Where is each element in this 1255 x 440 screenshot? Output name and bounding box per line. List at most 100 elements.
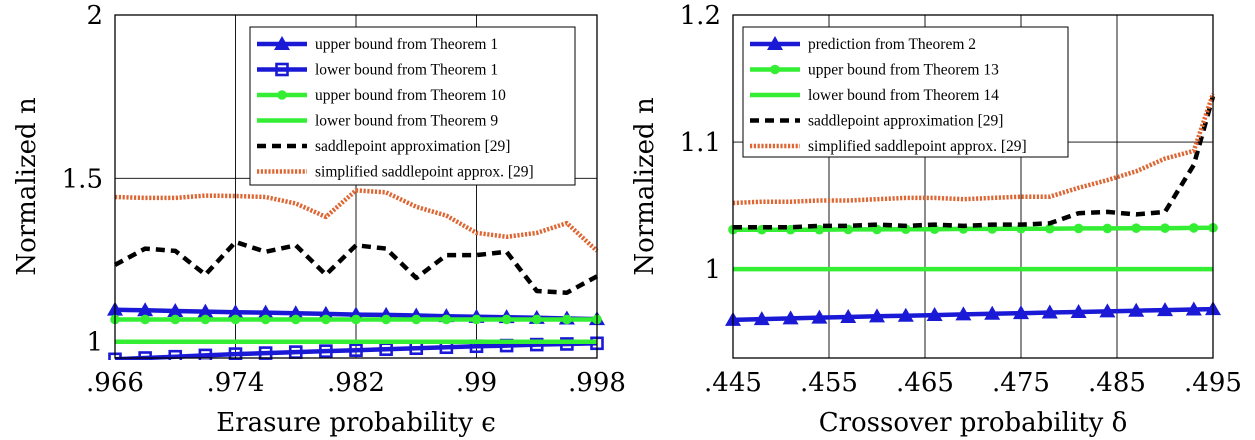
data-point (1128, 302, 1145, 317)
data-point (1073, 223, 1084, 234)
legend: prediction from Theorem 2 upper bound fro… (742, 26, 1069, 158)
chart-erasure-channel: .966 .974 .982 .99 .998 1 1.5 2 Erasure probabil… (12, 1, 626, 438)
series-group (725, 93, 1221, 326)
data-point (1157, 302, 1173, 317)
y-axis-label: Normalized n (12, 97, 42, 276)
data-point (411, 314, 422, 325)
legend-label: upper bound from Theorem 10 (315, 87, 506, 104)
legend-marker (277, 90, 287, 100)
data-point (782, 310, 799, 325)
data-point (840, 308, 857, 323)
data-point (257, 304, 274, 319)
data-point (1070, 304, 1087, 319)
x-tick-label: .998 (568, 368, 626, 398)
data-point (319, 344, 333, 358)
series-line (114, 341, 598, 360)
series-line (733, 95, 1216, 230)
x-tick-label: .475 (992, 368, 1050, 398)
x-tick-label: .982 (327, 368, 385, 398)
x-tick-label: .974 (207, 368, 265, 398)
y-tick-label: 1 (704, 255, 721, 285)
x-tick-label: .495 (1184, 368, 1242, 398)
data-point (955, 306, 972, 321)
y-tick-label: 1.1 (680, 128, 721, 158)
data-point (501, 314, 512, 325)
x-tick-label: .445 (704, 368, 762, 398)
data-point (1099, 303, 1116, 318)
legend-label: simplified saddlepoint approx. [29] (808, 138, 1027, 155)
chart-bsc: .445 .455 .465 .475 .485 .495 1 1.1 1.2 Crossover… (630, 1, 1242, 438)
plot-frame (114, 14, 598, 359)
x-tick-label: .99 (456, 368, 497, 398)
data-point (290, 314, 301, 325)
x-tick-label: .485 (1088, 368, 1146, 398)
y-tick-label: 2 (86, 1, 103, 31)
legend-label: upper bound from Theorem 13 (808, 62, 999, 79)
data-point (198, 348, 213, 360)
series-line (114, 188, 599, 253)
x-axis-label: Crossover probability δ (819, 408, 1128, 438)
data-point (872, 224, 882, 235)
data-point (753, 311, 770, 326)
data-point (529, 337, 544, 352)
plot-frame (732, 14, 1214, 359)
legend-marker (770, 64, 780, 75)
data-point (1189, 223, 1199, 233)
data-point (228, 347, 243, 360)
series-line (732, 93, 1216, 206)
series-line (113, 239, 599, 295)
data-point (869, 308, 885, 323)
series-line (733, 225, 1214, 232)
x-tick-label: .966 (86, 368, 144, 398)
legend-label: saddlepoint approximation [29] (315, 138, 510, 155)
data-point (381, 314, 391, 325)
legend-label: simplified saddlepoint approx. [29] (315, 164, 534, 181)
data-point (785, 224, 796, 235)
data-point (227, 304, 244, 319)
data-point (926, 307, 943, 322)
data-point (1102, 223, 1113, 234)
data-point (1013, 305, 1029, 320)
legend-marker (274, 36, 290, 50)
data-point (1131, 223, 1141, 233)
data-point (287, 305, 304, 320)
legend-label: lower bound from Theorem 1 (315, 62, 498, 79)
data-point (167, 302, 184, 317)
legend-marker (767, 36, 783, 50)
data-point (1045, 223, 1055, 234)
data-point (1160, 223, 1170, 233)
data-point (200, 314, 211, 325)
legend-label: upper bound from Theorem 1 (315, 36, 498, 53)
data-point (811, 309, 828, 324)
data-point (984, 305, 1001, 320)
data-point (531, 314, 542, 325)
data-point (140, 314, 150, 325)
legend-label: lower bound from Theorem 9 (315, 113, 498, 130)
legend-box (742, 26, 1069, 158)
data-point (260, 314, 271, 325)
series-group (107, 188, 605, 360)
y-tick-label: 1 (86, 328, 103, 358)
series-line (732, 306, 1214, 323)
data-point (137, 302, 154, 317)
data-point (317, 305, 334, 320)
legend-label: prediction from Theorem 2 (808, 36, 976, 53)
data-point (321, 314, 331, 325)
legend-label: saddlepoint approximation [29] (808, 113, 1003, 130)
y-tick-label: 1.2 (680, 1, 721, 31)
y-tick-label: 1.5 (62, 164, 103, 194)
data-point (897, 307, 914, 322)
data-point (1041, 304, 1058, 319)
data-point (170, 314, 181, 325)
data-point (230, 314, 241, 325)
x-tick-label: .465 (896, 368, 954, 398)
y-axis-label: Normalized n (630, 97, 660, 276)
data-point (562, 314, 572, 325)
legend-marker (275, 62, 289, 77)
x-axis-label: Erasure probability ϵ (216, 408, 496, 438)
data-point (351, 314, 361, 325)
legend-label: lower bound from Theorem 14 (808, 87, 999, 104)
data-point (349, 343, 363, 357)
legend-box (249, 26, 576, 186)
